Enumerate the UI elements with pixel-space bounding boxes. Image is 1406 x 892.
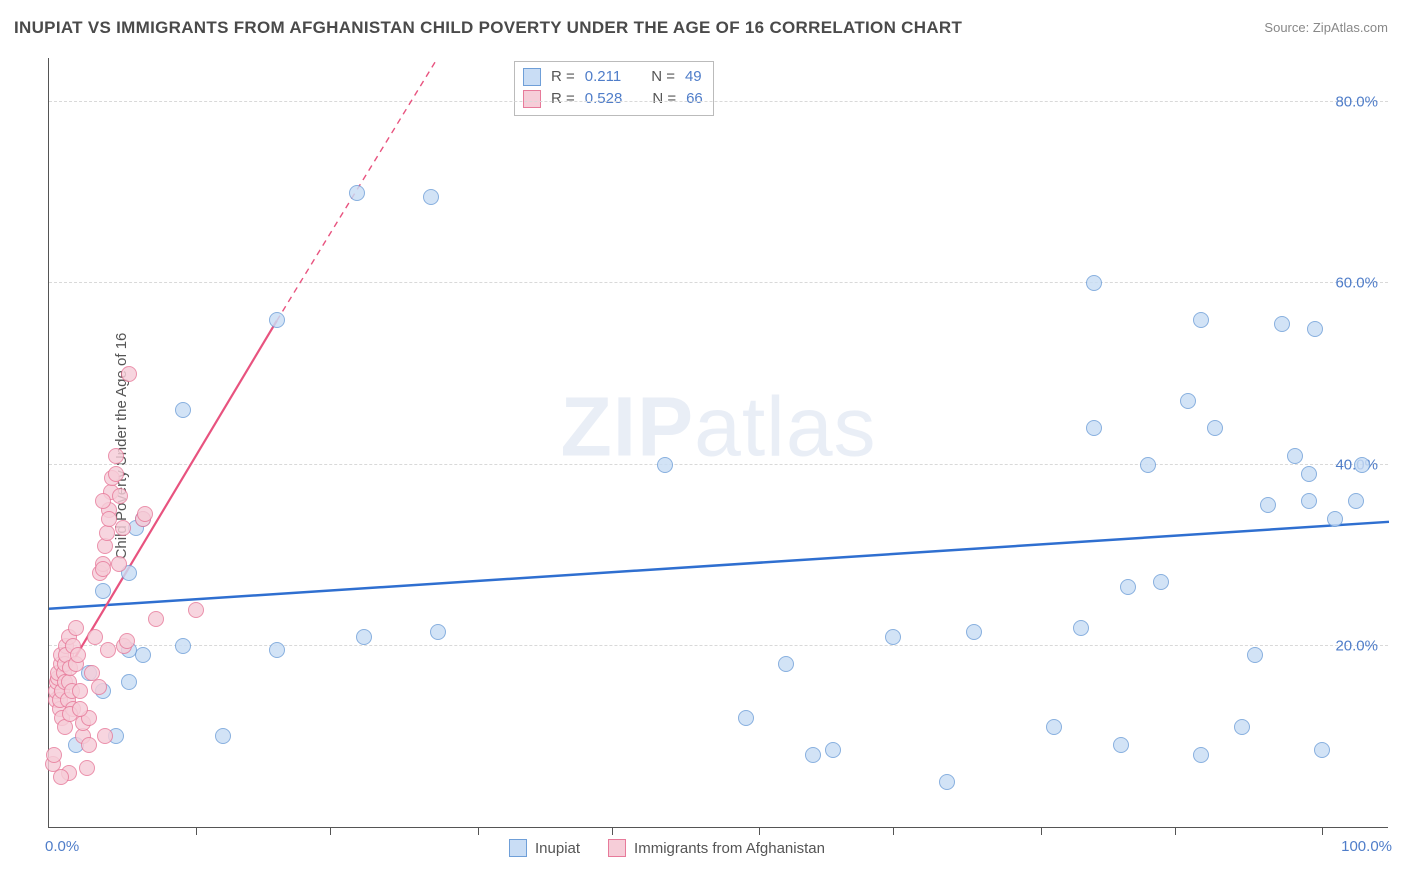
x-tick [330, 827, 331, 835]
scatter-point [1247, 647, 1263, 663]
scatter-point [119, 633, 135, 649]
scatter-point [738, 710, 754, 726]
x-axis-max-label: 100.0% [1341, 838, 1392, 855]
scatter-point [1193, 312, 1209, 328]
scatter-point [349, 185, 365, 201]
scatter-point [79, 760, 95, 776]
scatter-point [1234, 719, 1250, 735]
legend-label: Immigrants from Afghanistan [634, 840, 825, 857]
scatter-point [1327, 511, 1343, 527]
scatter-point [805, 747, 821, 763]
legend-item: Immigrants from Afghanistan [608, 839, 825, 857]
scatter-point [1260, 497, 1276, 513]
scatter-point [1287, 448, 1303, 464]
chart-title: INUPIAT VS IMMIGRANTS FROM AFGHANISTAN C… [14, 18, 962, 38]
scatter-point [1207, 420, 1223, 436]
scatter-point [1354, 457, 1370, 473]
scatter-point [215, 728, 231, 744]
scatter-point [939, 774, 955, 790]
scatter-point [81, 737, 97, 753]
scatter-point [53, 769, 69, 785]
scatter-point [72, 701, 88, 717]
trend-line [52, 321, 277, 697]
scatter-point [1301, 493, 1317, 509]
scatter-point [657, 457, 673, 473]
scatter-point [97, 728, 113, 744]
scatter-point [1193, 747, 1209, 763]
scatter-point [1153, 574, 1169, 590]
plot-area: ZIPatlas R =0.211N =49R =0.528N =66 0.0%… [48, 58, 1388, 828]
scatter-point [121, 366, 137, 382]
scatter-point [95, 561, 111, 577]
source-label: Source: [1264, 20, 1309, 35]
scatter-point [112, 488, 128, 504]
scatter-point [778, 656, 794, 672]
scatter-point [188, 602, 204, 618]
scatter-point [70, 647, 86, 663]
scatter-point [1307, 321, 1323, 337]
scatter-point [1073, 620, 1089, 636]
x-tick [196, 827, 197, 835]
scatter-point [966, 624, 982, 640]
x-tick [1175, 827, 1176, 835]
x-tick [1322, 827, 1323, 835]
scatter-point [95, 583, 111, 599]
scatter-point [175, 402, 191, 418]
scatter-point [1180, 393, 1196, 409]
scatter-point [87, 629, 103, 645]
scatter-point [356, 629, 372, 645]
scatter-point [137, 506, 153, 522]
scatter-point [825, 742, 841, 758]
scatter-point [1348, 493, 1364, 509]
scatter-point [108, 448, 124, 464]
scatter-point [108, 466, 124, 482]
legend-swatch [509, 839, 527, 857]
source-attribution: Source: ZipAtlas.com [1264, 20, 1388, 35]
scatter-point [1140, 457, 1156, 473]
trend-line [49, 522, 1389, 609]
scatter-point [68, 620, 84, 636]
scatter-point [1113, 737, 1129, 753]
scatter-point [100, 642, 116, 658]
x-tick [1041, 827, 1042, 835]
scatter-point [111, 556, 127, 572]
legend-item: Inupiat [509, 839, 580, 857]
scatter-point [269, 312, 285, 328]
x-tick [478, 827, 479, 835]
scatter-point [101, 511, 117, 527]
x-axis-min-label: 0.0% [45, 838, 79, 855]
scatter-point [1314, 742, 1330, 758]
scatter-point [430, 624, 446, 640]
scatter-point [1046, 719, 1062, 735]
scatter-point [72, 683, 88, 699]
scatter-point [115, 520, 131, 536]
legend-swatch [608, 839, 626, 857]
scatter-point [885, 629, 901, 645]
scatter-point [99, 525, 115, 541]
scatter-point [1120, 579, 1136, 595]
x-tick [759, 827, 760, 835]
scatter-point [1086, 275, 1102, 291]
x-tick [893, 827, 894, 835]
scatter-point [175, 638, 191, 654]
scatter-point [95, 493, 111, 509]
series-legend: Inupiat Immigrants from Afghanistan [509, 839, 825, 857]
scatter-point [1086, 420, 1102, 436]
scatter-point [121, 674, 137, 690]
scatter-point [423, 189, 439, 205]
scatter-point [269, 642, 285, 658]
scatter-point [1301, 466, 1317, 482]
scatter-point [1274, 316, 1290, 332]
legend-label: Inupiat [535, 840, 580, 857]
chart-container: INUPIAT VS IMMIGRANTS FROM AFGHANISTAN C… [0, 0, 1406, 892]
x-tick [612, 827, 613, 835]
scatter-point [46, 747, 62, 763]
scatter-point [91, 679, 107, 695]
source-link[interactable]: ZipAtlas.com [1313, 20, 1388, 35]
scatter-point [148, 611, 164, 627]
trend-layer [49, 58, 1389, 828]
